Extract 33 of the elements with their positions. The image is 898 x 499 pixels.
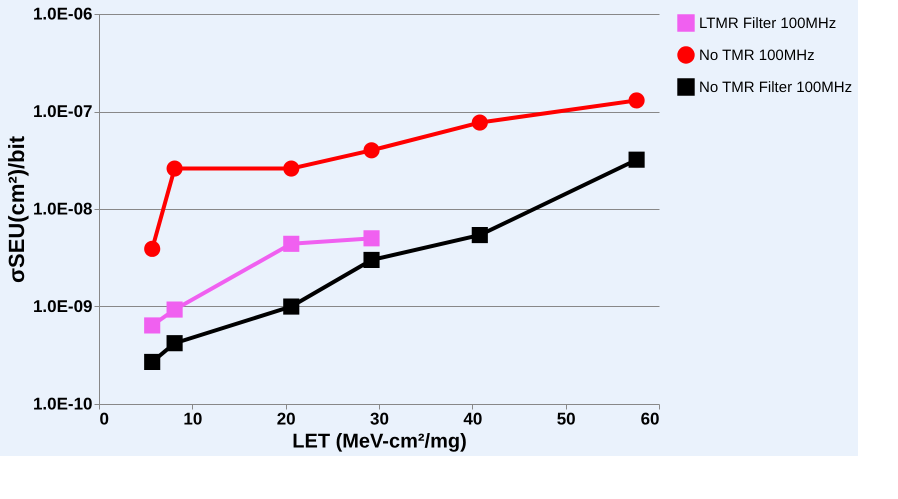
point <box>472 114 488 131</box>
point <box>144 317 160 334</box>
x-tick-label: 50 <box>556 410 576 428</box>
point <box>363 230 380 246</box>
x-tick-label: 0 <box>100 410 109 428</box>
point <box>144 354 160 370</box>
point <box>144 240 160 257</box>
x-tick-label: 40 <box>463 410 482 428</box>
point <box>628 92 645 108</box>
x-tick-label: 60 <box>640 410 660 428</box>
y-tick-label: 1.0E-10 <box>32 394 92 414</box>
y-tick-label: 1.0E-09 <box>32 297 92 316</box>
point <box>283 236 300 252</box>
y-tick-label: 1.0E-08 <box>32 200 92 218</box>
point <box>166 302 183 318</box>
point <box>628 152 645 168</box>
legend-label: No TMR Filter 100MHz <box>699 79 852 96</box>
point <box>166 160 183 177</box>
point <box>166 335 183 352</box>
legend-label: No TMR 100MHz <box>699 47 815 64</box>
point <box>472 227 488 244</box>
x-tick-label: 30 <box>370 410 389 428</box>
x-tick-label: 20 <box>276 410 296 428</box>
y-axis-title: σSEU(cm²)/bit <box>4 135 29 284</box>
x-axis-title: LET (MeV-cm²/mg) <box>292 430 467 452</box>
legend-label: LTMR Filter 100MHz <box>699 15 836 32</box>
point <box>283 298 300 315</box>
y-tick-label: 1.0E-07 <box>32 102 92 121</box>
point <box>363 142 380 158</box>
y-tick-label: 1.0E-06 <box>32 4 92 24</box>
point <box>363 252 380 268</box>
x-tick-label: 10 <box>183 410 202 428</box>
point <box>283 160 300 177</box>
